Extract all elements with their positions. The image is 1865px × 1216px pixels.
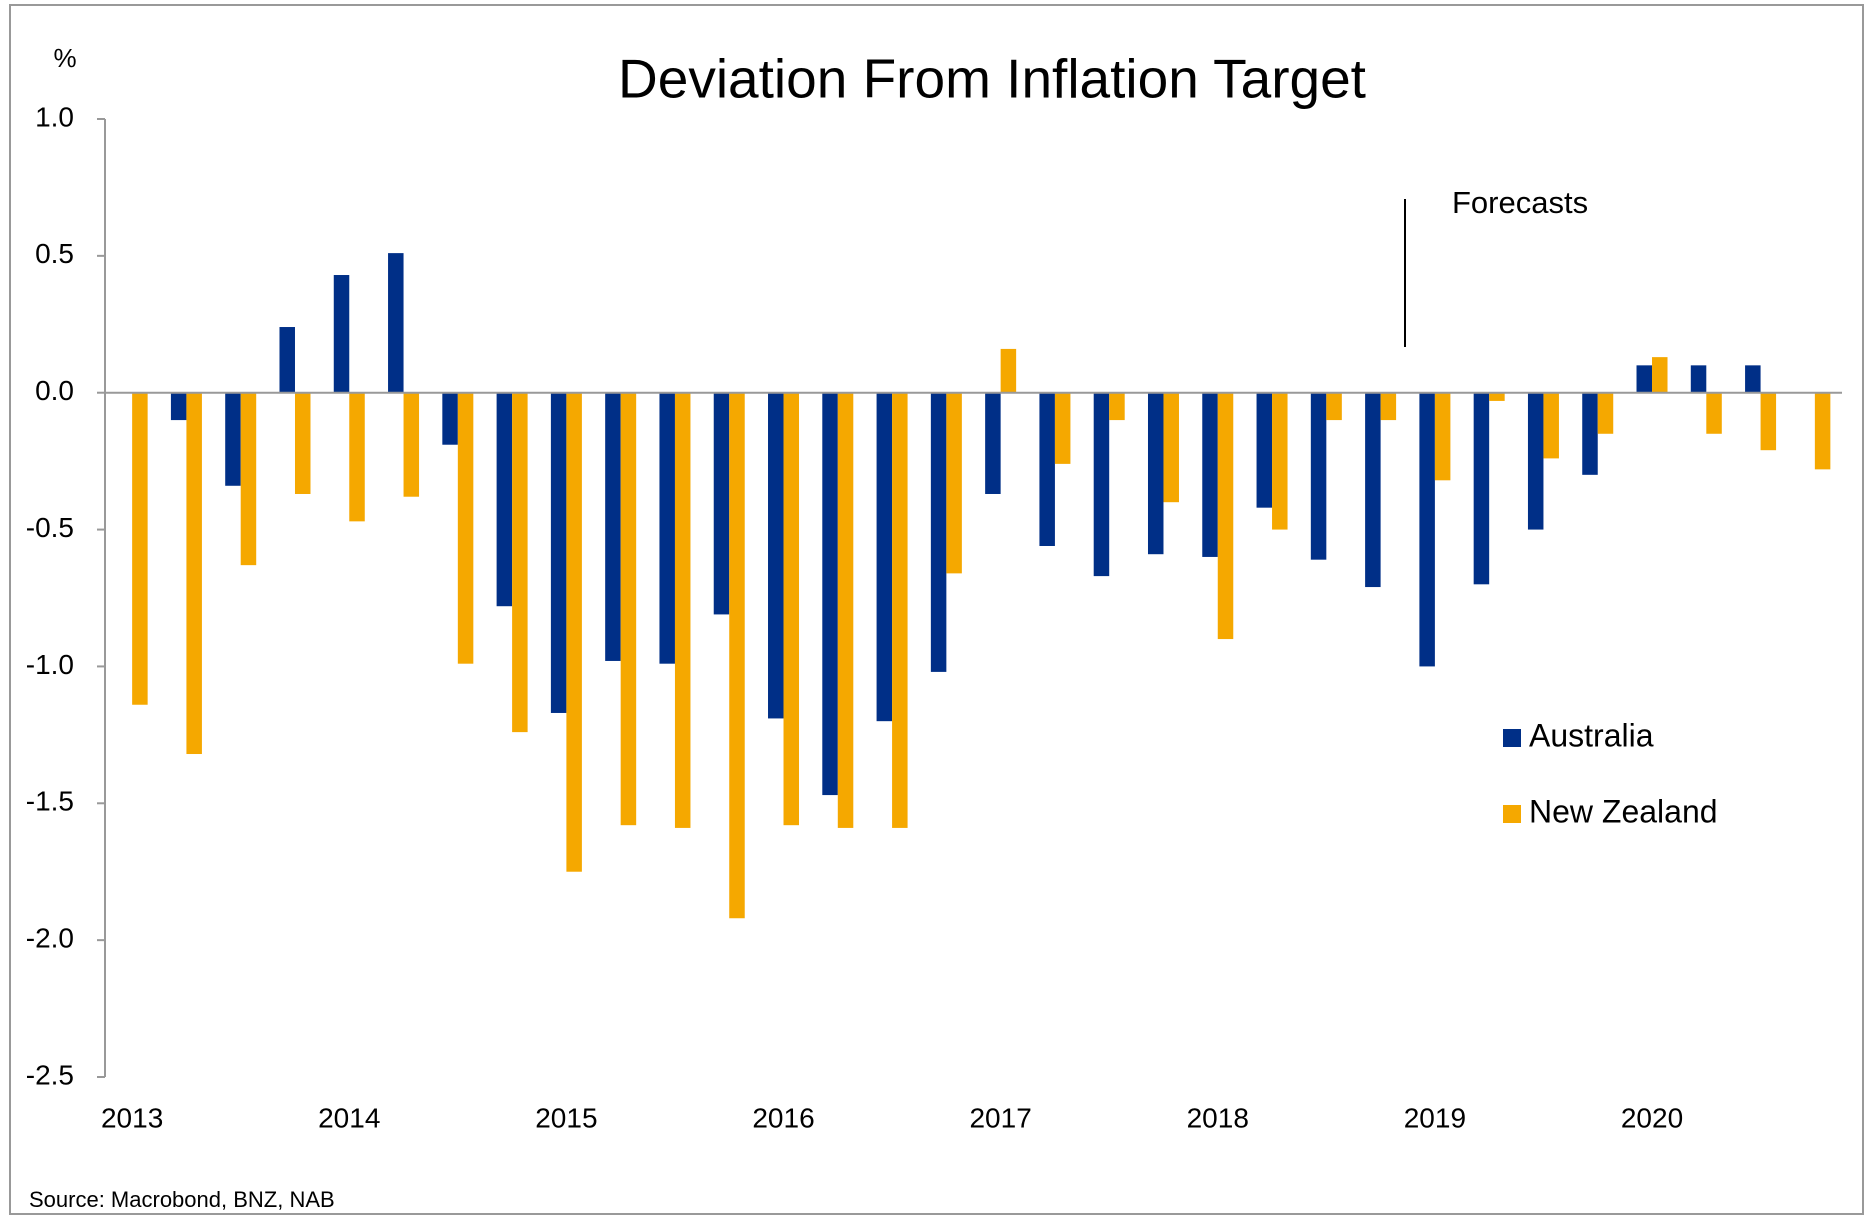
bar bbox=[659, 392, 675, 664]
bar bbox=[674, 392, 691, 828]
bar bbox=[605, 392, 621, 661]
bar bbox=[1582, 392, 1598, 475]
bar bbox=[1419, 392, 1435, 667]
bar bbox=[349, 392, 365, 522]
bar bbox=[1163, 392, 1179, 503]
y-tick-label: -2.0 bbox=[26, 923, 74, 954]
y-tick-label: 1.0 bbox=[35, 101, 74, 132]
bar bbox=[985, 392, 1001, 494]
bar bbox=[1690, 365, 1707, 393]
y-tick-label: -1.0 bbox=[26, 649, 74, 680]
bar bbox=[892, 392, 908, 828]
bar bbox=[170, 392, 187, 421]
bar bbox=[1039, 392, 1055, 546]
bar bbox=[1054, 392, 1071, 464]
bar bbox=[930, 392, 947, 672]
bar bbox=[1489, 392, 1505, 401]
bar bbox=[240, 392, 257, 566]
bar bbox=[186, 392, 202, 755]
bar bbox=[1597, 392, 1614, 434]
bar bbox=[279, 327, 295, 393]
y-tick-label: -0.5 bbox=[26, 512, 74, 543]
bar bbox=[1217, 392, 1234, 640]
bar bbox=[457, 392, 474, 664]
bar bbox=[620, 392, 637, 826]
legend-label: New Zealand bbox=[1529, 793, 1718, 829]
x-tick-label: 2017 bbox=[969, 1102, 1031, 1133]
bar bbox=[783, 392, 800, 826]
x-tick-label: 2016 bbox=[752, 1102, 814, 1133]
bar bbox=[1256, 392, 1273, 508]
bar bbox=[294, 392, 311, 494]
x-tick-label: 2015 bbox=[535, 1102, 597, 1133]
bar bbox=[1147, 392, 1164, 555]
bar bbox=[512, 392, 528, 733]
bar bbox=[225, 392, 241, 486]
annotation: Forecasts bbox=[1452, 185, 1588, 220]
bar bbox=[1745, 365, 1761, 393]
bar bbox=[946, 392, 962, 574]
bar bbox=[1473, 392, 1490, 585]
bar bbox=[388, 253, 404, 393]
bar bbox=[132, 392, 148, 705]
bar bbox=[1543, 392, 1559, 459]
frame bbox=[9, 4, 1864, 1215]
bar bbox=[1272, 392, 1288, 530]
bar bbox=[496, 392, 513, 607]
bar bbox=[713, 392, 730, 615]
bar bbox=[1310, 392, 1327, 560]
bar bbox=[403, 392, 420, 497]
legend-label: Australia bbox=[1529, 717, 1654, 753]
bar bbox=[1760, 392, 1777, 451]
x-tick-label: 2014 bbox=[318, 1102, 380, 1133]
bar bbox=[729, 392, 745, 919]
legend-swatch bbox=[1503, 805, 1521, 823]
bar bbox=[876, 392, 893, 722]
x-tick-label: 2020 bbox=[1621, 1102, 1683, 1133]
y-axis-label: % bbox=[53, 43, 76, 73]
legend-swatch bbox=[1503, 729, 1521, 747]
y-tick-label: 0.0 bbox=[35, 375, 74, 406]
x-tick-label: 2013 bbox=[101, 1102, 163, 1133]
chart-title: Deviation From Inflation Target bbox=[618, 48, 1366, 110]
bar bbox=[1814, 392, 1831, 470]
bar bbox=[1434, 392, 1451, 481]
bar bbox=[1706, 392, 1722, 434]
bar bbox=[1652, 357, 1668, 393]
bar bbox=[566, 392, 582, 872]
x-tick-label: 2018 bbox=[1187, 1102, 1249, 1133]
bar bbox=[1636, 365, 1653, 393]
bar bbox=[822, 392, 838, 796]
bar bbox=[1109, 392, 1125, 421]
bar bbox=[333, 275, 350, 393]
y-tick-label: -2.5 bbox=[26, 1059, 74, 1090]
bar bbox=[1202, 392, 1218, 557]
bar bbox=[768, 392, 784, 719]
bar bbox=[1527, 392, 1544, 530]
x-tick-label: 2019 bbox=[1404, 1102, 1466, 1133]
bar bbox=[1093, 392, 1110, 577]
bar bbox=[442, 392, 458, 445]
bar bbox=[550, 392, 567, 713]
y-tick-label: -1.5 bbox=[26, 786, 74, 817]
bar bbox=[837, 392, 854, 828]
bar bbox=[1380, 392, 1397, 421]
bar bbox=[1326, 392, 1342, 421]
y-tick-label: 0.5 bbox=[35, 238, 74, 269]
source: Source: Macrobond, BNZ, NAB bbox=[29, 1187, 335, 1212]
bar bbox=[1365, 392, 1381, 588]
bar bbox=[1000, 348, 1017, 393]
